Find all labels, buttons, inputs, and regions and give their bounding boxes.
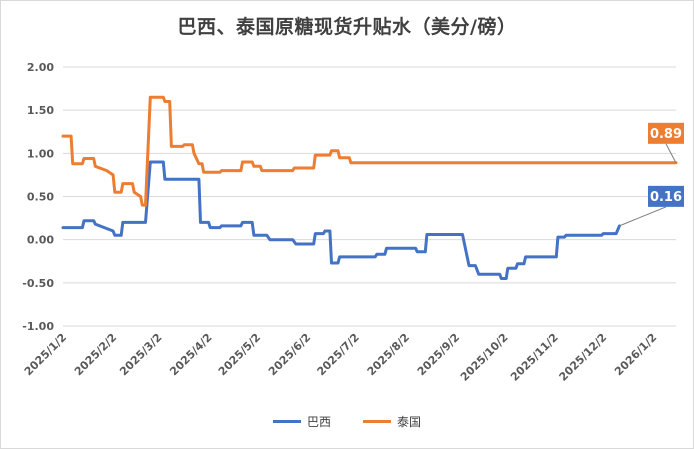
x-tick-label: 2025/1/2 — [22, 331, 69, 378]
end-label-thailand: 0.89 — [648, 122, 684, 164]
series-line-brazil — [61, 160, 621, 280]
x-tick-label: 2025/8/2 — [365, 331, 412, 378]
x-tick-label: 2025/3/2 — [117, 331, 164, 378]
end-value-callouts: 0.16 0.89 — [619, 122, 684, 227]
x-tick-label: 2025/11/2 — [508, 331, 561, 384]
y-tick-label: 0.00 — [27, 234, 54, 247]
series-line-thailand — [61, 95, 678, 207]
callout-box — [648, 122, 684, 144]
legend-swatch-brazil — [273, 420, 301, 423]
chart-title: 巴西、泰国原糖现货升贴水（美分/磅） — [177, 16, 517, 38]
x-tick-label: 2025/2/2 — [72, 331, 119, 378]
series-lines — [61, 95, 678, 280]
grid-lines — [63, 66, 676, 327]
y-tick-label: -0.50 — [22, 277, 54, 290]
callout-value: 0.89 — [650, 127, 682, 142]
legend-item-brazil: 巴西 — [273, 413, 331, 430]
legend-swatch-thailand — [363, 420, 391, 423]
callout-box — [648, 185, 684, 207]
y-tick-label: -1.00 — [22, 320, 54, 333]
x-tick-label: 2025/10/2 — [458, 331, 511, 384]
y-tick-label: 1.00 — [27, 147, 54, 160]
callout-leader-line — [619, 206, 667, 227]
y-axis-ticks: 2.00 1.50 1.00 0.50 0.00 -0.50 -1.00 — [22, 61, 54, 333]
legend-label-brazil: 巴西 — [307, 415, 332, 429]
legend-item-thailand: 泰国 — [363, 413, 421, 430]
y-tick-label: 0.50 — [27, 191, 54, 204]
x-tick-label: 2026/1/2 — [612, 331, 659, 378]
callout-value: 0.16 — [650, 190, 682, 205]
y-tick-label: 2.00 — [27, 61, 54, 74]
legend-label-thailand: 泰国 — [397, 415, 422, 429]
x-tick-label: 2025/6/2 — [266, 331, 313, 378]
x-tick-label: 2025/12/2 — [557, 331, 610, 384]
end-label-brazil: 0.16 — [619, 185, 684, 227]
x-tick-label: 2025/5/2 — [216, 331, 263, 378]
callout-leader-line — [665, 143, 677, 164]
x-tick-label: 2025/7/2 — [315, 331, 362, 378]
y-tick-label: 1.50 — [27, 104, 54, 117]
x-tick-label: 2025/4/2 — [167, 331, 214, 378]
x-tick-label: 2025/9/2 — [415, 331, 462, 378]
